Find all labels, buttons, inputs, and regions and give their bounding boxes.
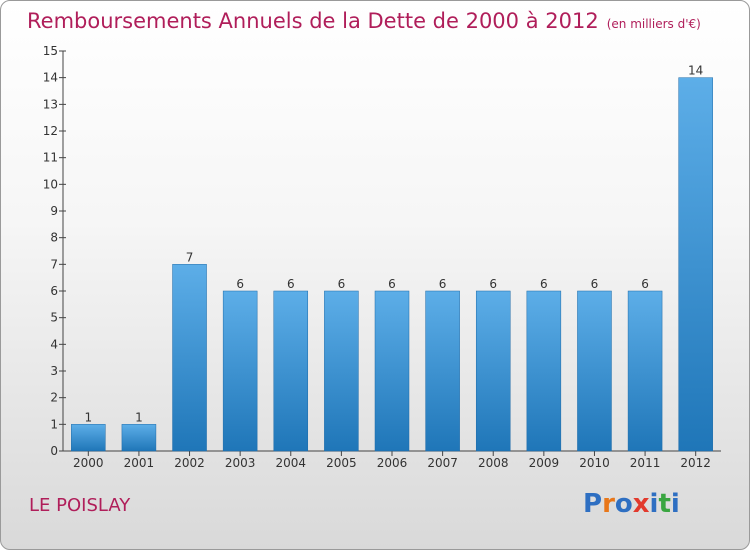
data-label: 6 xyxy=(338,277,346,291)
logo-letter: t xyxy=(658,489,671,519)
data-label: 14 xyxy=(688,64,703,78)
logo-letter: i xyxy=(670,489,680,519)
x-tick-label: 2012 xyxy=(680,456,711,470)
data-label: 6 xyxy=(287,277,295,291)
bar-2010 xyxy=(577,290,612,452)
x-tick-label: 2009 xyxy=(529,456,560,470)
data-label: 6 xyxy=(439,277,447,291)
y-tick-label: 12 xyxy=(43,124,58,138)
y-tick-label: 7 xyxy=(50,257,58,271)
data-label: 6 xyxy=(489,277,497,291)
bar-2003 xyxy=(222,290,258,452)
commune-name: LE POISLAY xyxy=(29,495,131,516)
y-tick-label: 6 xyxy=(50,284,58,298)
x-tick-label: 2004 xyxy=(275,456,306,470)
x-tick-label: 2010 xyxy=(579,456,610,470)
data-label: 6 xyxy=(388,277,396,291)
x-tick-label: 2001 xyxy=(124,456,155,470)
x-tick-label: 2007 xyxy=(427,456,458,470)
data-label: 6 xyxy=(540,277,548,291)
chart-subtitle: (en milliers d'€) xyxy=(606,17,701,31)
y-tick-label: 4 xyxy=(50,337,58,351)
y-tick-label: 8 xyxy=(50,231,58,245)
data-label: 6 xyxy=(591,277,599,291)
chart-title: Remboursements Annuels de la Dette de 20… xyxy=(27,9,701,33)
logo-letter: P xyxy=(583,489,603,519)
y-tick-label: 15 xyxy=(43,44,58,58)
x-tick-label: 2006 xyxy=(377,456,408,470)
y-tick-label: 2 xyxy=(50,391,58,405)
bar-2004 xyxy=(273,290,309,452)
chart-bars xyxy=(71,77,713,452)
logo-letter: i xyxy=(649,489,659,519)
y-tick-label: 10 xyxy=(43,177,58,191)
y-tick-label: 11 xyxy=(43,151,58,165)
y-tick-label: 5 xyxy=(50,311,58,325)
y-tick-label: 3 xyxy=(50,364,58,378)
y-tick-label: 14 xyxy=(43,71,58,85)
bar-2000 xyxy=(71,424,106,452)
data-label: 1 xyxy=(84,410,92,424)
bar-2001 xyxy=(121,424,157,452)
logo-letter: o xyxy=(614,489,633,519)
bar-2009 xyxy=(526,290,562,452)
x-tick-label: 2011 xyxy=(630,456,661,470)
x-tick-label: 2000 xyxy=(73,456,104,470)
bar-2012 xyxy=(678,77,713,452)
data-label: 7 xyxy=(186,250,194,264)
data-label: 6 xyxy=(641,277,649,291)
proxiti-logo: Proxiti xyxy=(583,489,680,519)
x-tick-label: 2008 xyxy=(478,456,509,470)
data-label: 1 xyxy=(135,410,143,424)
bar-2002 xyxy=(172,264,207,452)
bar-2005 xyxy=(324,290,359,452)
x-tick-label: 2005 xyxy=(326,456,357,470)
bar-2007 xyxy=(425,290,460,452)
y-tick-label: 13 xyxy=(43,97,58,111)
y-tick-label: 0 xyxy=(50,444,58,458)
bar-2011 xyxy=(627,290,663,452)
data-label: 6 xyxy=(236,277,244,291)
bar-2008 xyxy=(475,290,511,452)
chart-title-text: Remboursements Annuels de la Dette de 20… xyxy=(27,9,599,33)
bar-2006 xyxy=(374,290,410,452)
logo-letter: x xyxy=(632,489,650,519)
logo-letter: r xyxy=(602,489,615,519)
x-tick-label: 2003 xyxy=(225,456,256,470)
chart-labels: 2000 1 2001 1 2002 7 2003 6 2004 6 2005 6 2006 6 2007 6… xyxy=(73,64,711,470)
y-tick-label: 1 xyxy=(50,417,58,431)
x-tick-label: 2002 xyxy=(174,456,205,470)
y-tick-label: 9 xyxy=(50,204,58,218)
